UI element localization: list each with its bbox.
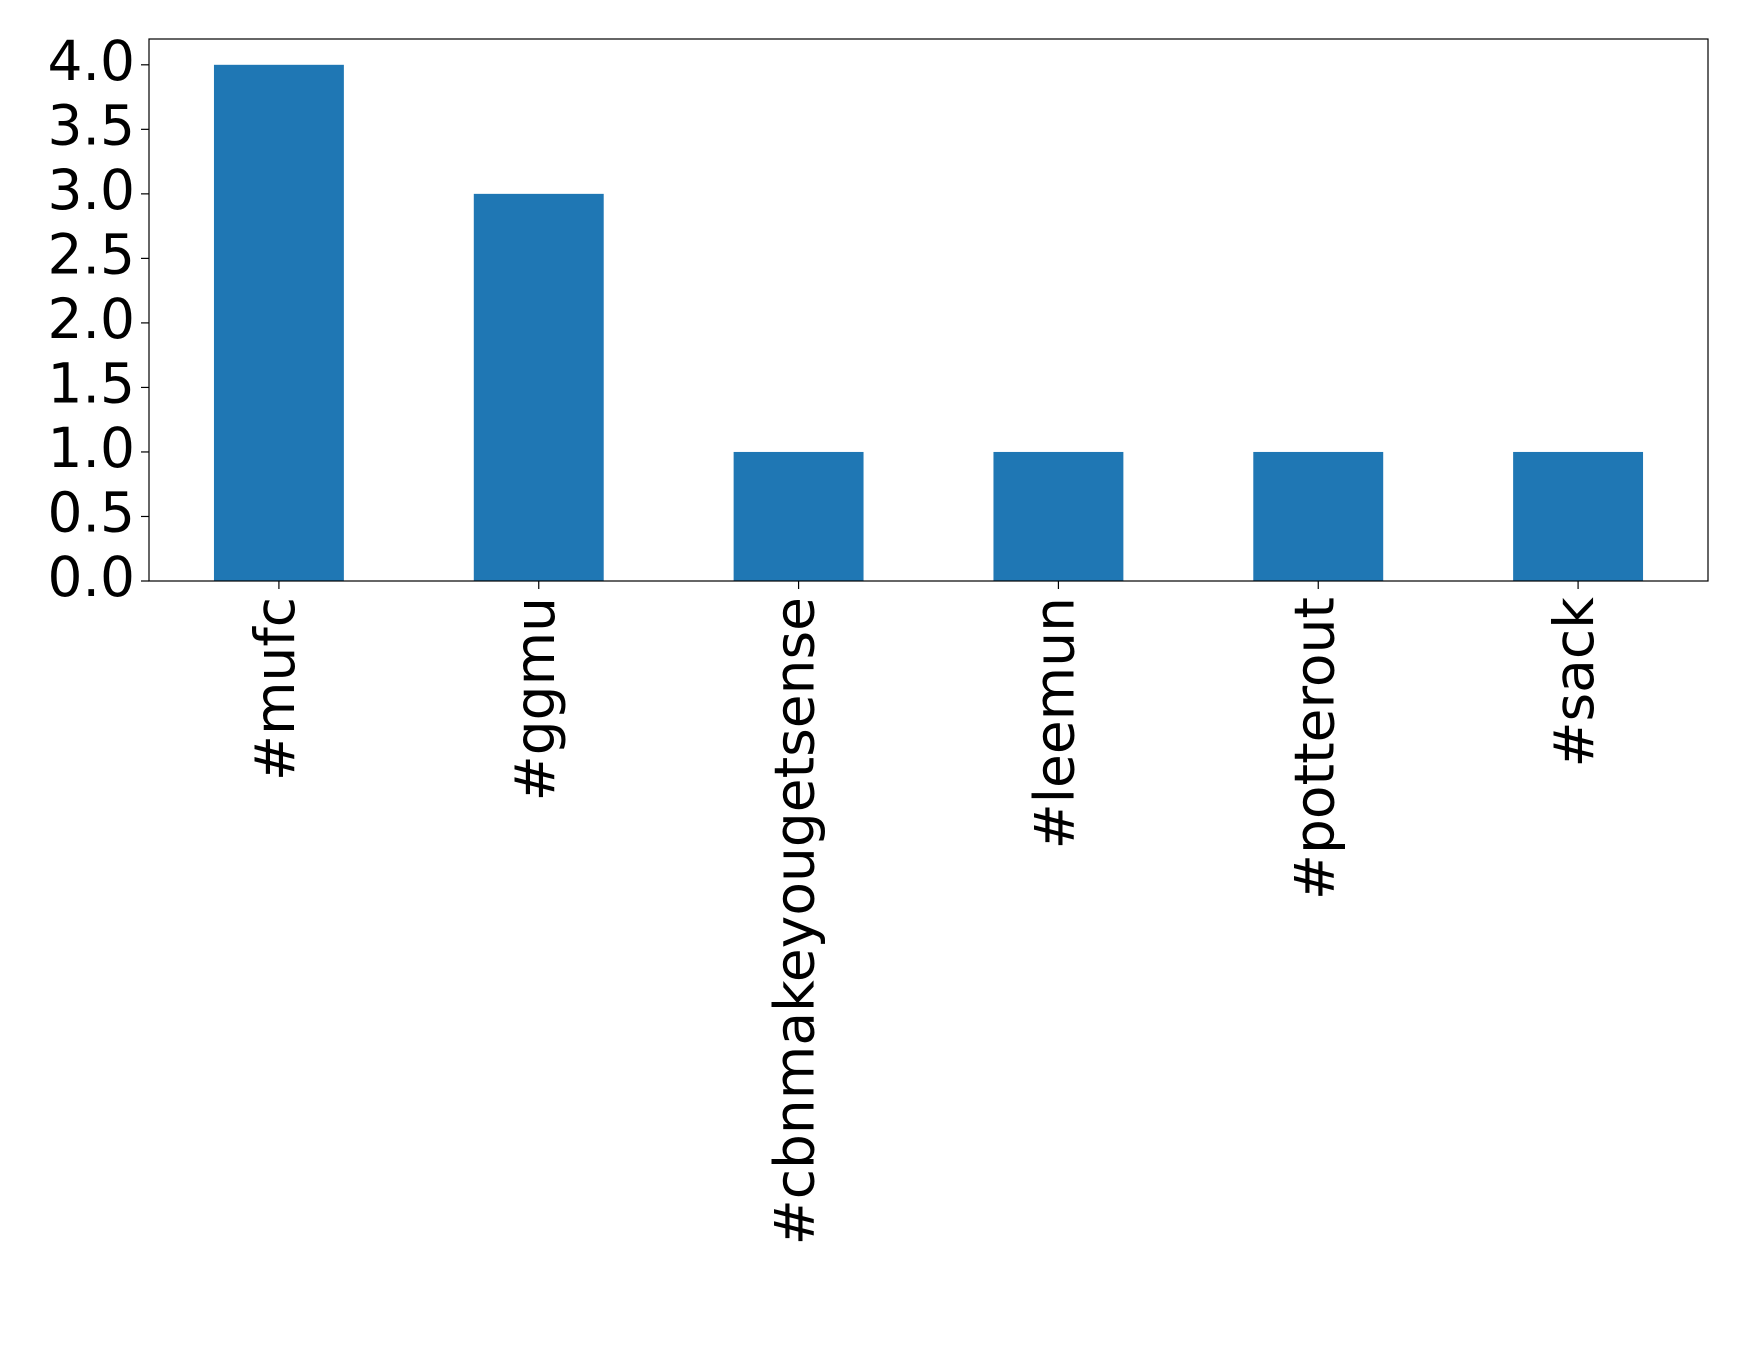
bar xyxy=(1253,451,1384,581)
bar xyxy=(473,193,604,581)
y-tick-label: 1.0 xyxy=(48,416,135,480)
x-tick-label: #ggmu xyxy=(503,597,567,801)
x-tick-label: #mufc xyxy=(243,597,307,781)
y-tick-label: 3.5 xyxy=(48,93,135,157)
bar xyxy=(993,451,1124,581)
y-tick-label: 3.0 xyxy=(48,158,135,222)
bar xyxy=(733,451,864,581)
y-tick-label: 2.5 xyxy=(48,223,135,287)
y-tick-label: 2.0 xyxy=(48,287,135,351)
x-tick-label: #potterout xyxy=(1282,597,1346,900)
plot-frame xyxy=(148,38,1709,582)
y-tick-label: 0.5 xyxy=(48,481,135,545)
y-tick-label: 4.0 xyxy=(48,29,135,93)
bar xyxy=(213,64,344,582)
y-tick-label: 1.5 xyxy=(48,352,135,416)
x-tick-label: #leemun xyxy=(1023,597,1087,849)
x-tick-label: #sack xyxy=(1542,597,1606,768)
y-tick-label: 0.0 xyxy=(48,545,135,609)
x-tick-label: #cbnmakeyougetsense xyxy=(763,597,827,1245)
bar xyxy=(1513,451,1644,581)
